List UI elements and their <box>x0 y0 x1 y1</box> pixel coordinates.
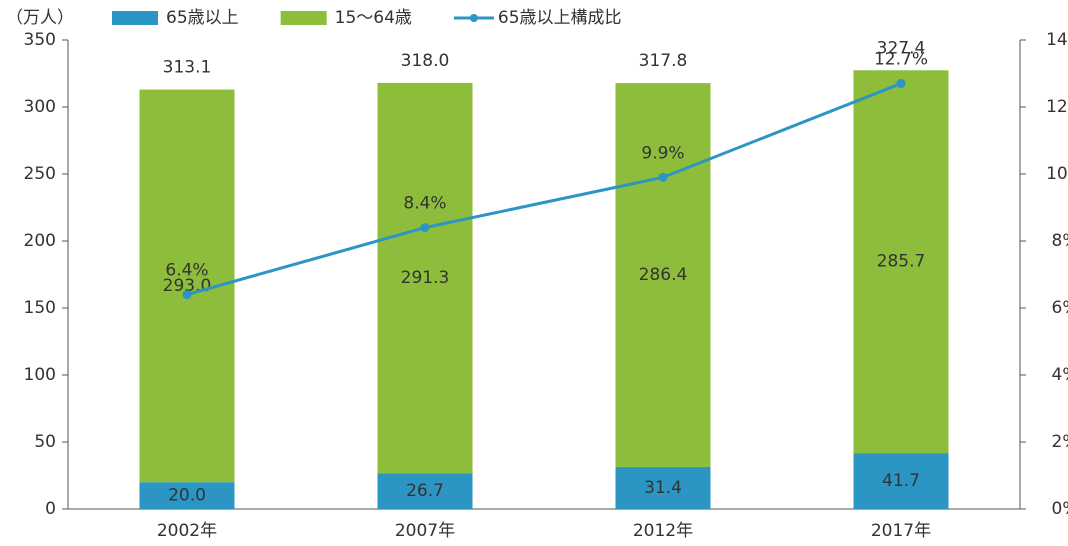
y2-tick-label: 2% <box>1052 432 1068 452</box>
y2-tick-label: 8% <box>1052 231 1068 251</box>
legend-label: 15〜64歳 <box>335 8 412 28</box>
total-label: 313.1 <box>163 57 212 77</box>
legend-swatch <box>280 11 327 25</box>
y2-tick-label: 12% <box>1046 97 1068 117</box>
data-label: 291.3 <box>401 268 450 288</box>
bar-segment <box>615 83 711 467</box>
line-point <box>182 290 192 300</box>
y-tick-label: 250 <box>24 164 56 184</box>
total-label: 318.0 <box>401 51 450 71</box>
x-tick-label: 2002年 <box>157 521 217 541</box>
legend-label: 65歳以上 <box>166 8 239 28</box>
line-point <box>896 79 906 89</box>
y2-tick-label: 6% <box>1052 298 1068 318</box>
total-label: 327.4 <box>877 38 926 58</box>
line-point <box>420 223 430 233</box>
total-label: 317.8 <box>639 51 688 71</box>
data-label: 285.7 <box>877 252 926 272</box>
y-tick-label: 350 <box>24 30 56 50</box>
y-tick-label: 150 <box>24 298 56 318</box>
bar-segment <box>139 482 235 509</box>
data-label: 8.4% <box>403 194 446 214</box>
data-label: 9.9% <box>641 143 684 163</box>
y2-tick-label: 14% <box>1046 30 1068 50</box>
y-tick-label: 50 <box>34 432 56 452</box>
x-tick-label: 2007年 <box>395 521 455 541</box>
y-tick-label: 100 <box>24 365 56 385</box>
data-label: 26.7 <box>406 481 444 501</box>
data-label: 6.4% <box>165 261 208 281</box>
data-label: 20.0 <box>168 486 206 506</box>
legend-label: 65歳以上構成比 <box>498 8 622 28</box>
data-label: 12.7% <box>874 50 928 70</box>
x-tick-label: 2017年 <box>871 521 931 541</box>
bar-segment <box>377 82 473 474</box>
legend-swatch <box>112 11 158 25</box>
y-axis-label: （万人） <box>6 8 74 28</box>
y-tick-label: 200 <box>24 231 56 251</box>
bar-segment <box>377 473 473 509</box>
y2-tick-label: 4% <box>1052 365 1068 385</box>
bar-segment <box>853 453 949 509</box>
y2-tick-label: 0% <box>1052 499 1068 519</box>
line-point <box>658 172 668 182</box>
data-label: 31.4 <box>644 478 682 498</box>
x-tick-label: 2012年 <box>633 521 693 541</box>
y2-tick-label: 10% <box>1046 164 1068 184</box>
data-label: 41.7 <box>882 471 920 491</box>
bar-segment <box>615 466 711 509</box>
line <box>186 82 902 297</box>
legend-marker <box>469 14 478 22</box>
data-label: 286.4 <box>639 265 688 285</box>
y-tick-label: 0 <box>45 499 56 519</box>
bar-segment <box>853 70 949 454</box>
y-tick-label: 300 <box>24 97 56 117</box>
